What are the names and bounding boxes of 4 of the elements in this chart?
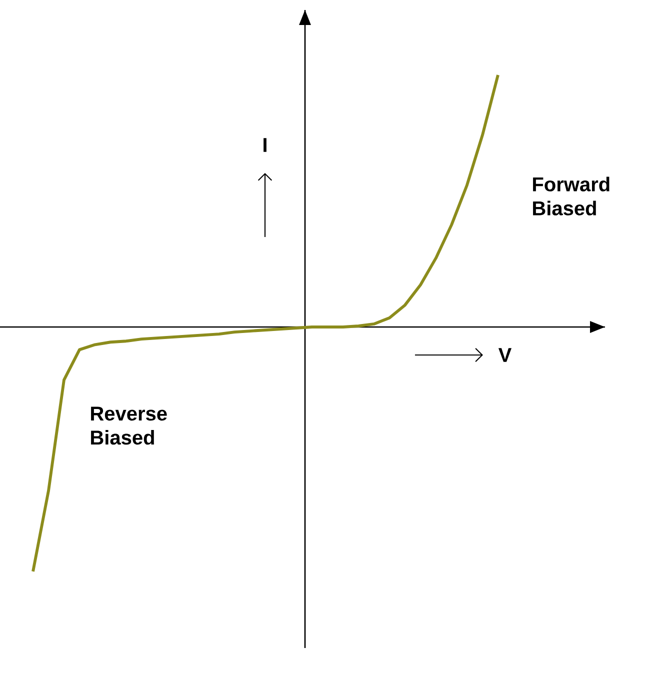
y-axis-title: I xyxy=(264,138,266,152)
x-axis-title: V xyxy=(498,348,512,362)
annotation: Reverse Biased xyxy=(91,406,167,445)
text: Forward Biased xyxy=(533,176,610,216)
